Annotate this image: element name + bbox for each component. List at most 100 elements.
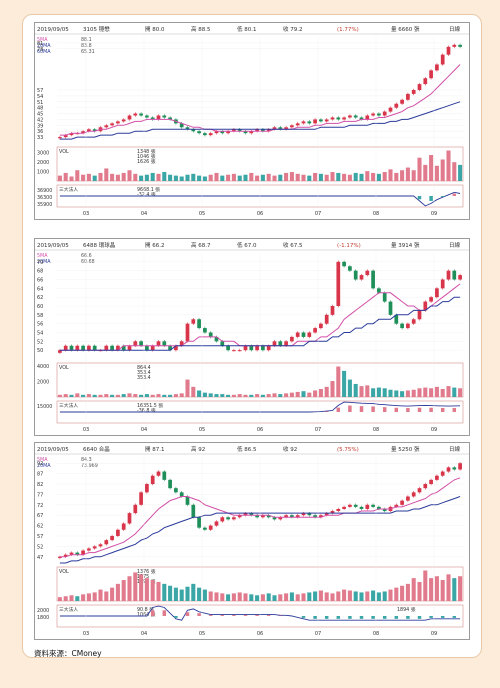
- ma-label: 20MA: [37, 463, 51, 469]
- volume-bar: [231, 593, 236, 601]
- volume-bar: [202, 589, 207, 601]
- inst-value: 1894 張: [397, 607, 416, 613]
- volume-bar: [57, 175, 62, 181]
- candle-body: [139, 341, 143, 346]
- volume-bar: [307, 392, 312, 397]
- volume-bar: [324, 174, 329, 181]
- volume-bar: [440, 159, 445, 181]
- header-close: 收 79.2: [283, 25, 303, 33]
- volume-bar: [429, 578, 434, 601]
- candle-body: [272, 517, 277, 520]
- price-tick-label: 70: [37, 260, 43, 266]
- candle-body: [359, 275, 364, 280]
- candle-body: [261, 515, 265, 518]
- inst-tick-label: 36900: [37, 188, 52, 194]
- ma-label: 60MA: [37, 49, 51, 55]
- volume-bar: [237, 175, 242, 181]
- candle-body: [63, 554, 68, 557]
- candle-body: [406, 323, 410, 329]
- candle-body: [429, 297, 433, 302]
- volume-bar: [98, 394, 103, 397]
- inst-bar: [255, 615, 259, 616]
- header-low: 低 67.0: [237, 241, 257, 249]
- volume-bar: [214, 172, 219, 181]
- header-volume: 量 3914 張: [391, 242, 420, 249]
- volume-bar: [150, 580, 155, 601]
- inst-bar: [359, 616, 364, 619]
- candle-body: [203, 328, 207, 333]
- header-change: (5.75%): [337, 447, 359, 453]
- header-period: 日線: [449, 445, 461, 453]
- volume-bar: [92, 394, 97, 397]
- volume-bar: [301, 593, 306, 601]
- candle-body: [139, 113, 143, 116]
- volume-bar: [417, 388, 422, 397]
- volume-bar: [330, 593, 335, 601]
- volume-bar: [260, 174, 265, 181]
- candle-body: [69, 133, 74, 136]
- volume-bar: [371, 388, 376, 397]
- price-tick-label: 78: [37, 47, 43, 53]
- candle-body: [377, 288, 381, 293]
- volume-bar: [249, 172, 254, 181]
- candle-body: [266, 129, 271, 132]
- volume-bar: [191, 386, 196, 397]
- inst-tick-label: 1800: [37, 615, 49, 621]
- volume-bar: [458, 388, 463, 397]
- volume-bars: [57, 570, 463, 601]
- header-volume: 量 5250 張: [391, 446, 420, 453]
- volume-bar: [336, 172, 341, 181]
- price-tick-label: 57: [37, 88, 43, 94]
- volume-bar: [365, 171, 370, 181]
- source-caption: 資料來源：CMoney: [34, 649, 102, 658]
- volume-tick-label: 2000: [37, 160, 49, 166]
- x-tick-label: 03: [83, 211, 89, 217]
- candle-body: [446, 270, 451, 280]
- volume-bar: [434, 386, 439, 397]
- candle-body: [417, 310, 422, 320]
- candle-body: [150, 345, 155, 351]
- x-tick-label: 05: [199, 631, 205, 637]
- volume-bar: [110, 173, 115, 181]
- inst-value: -36.8 張: [137, 408, 156, 414]
- candle-body: [69, 552, 74, 555]
- price-tick-label: 87: [37, 472, 43, 478]
- price-tick-label: 81: [37, 41, 43, 47]
- candle-body: [458, 275, 462, 280]
- inst-bar: [382, 407, 387, 412]
- x-tick-label: 07: [315, 427, 321, 433]
- volume-bar: [382, 388, 387, 397]
- ma-label: 5MA: [37, 457, 48, 463]
- chart-svg: 2019/09/05 6488 環球晶 開 66.2 高 68.7 低 67.0 收 67…: [35, 241, 469, 433]
- candle-body: [214, 336, 219, 342]
- inst-bar: [162, 610, 167, 616]
- x-tick-label: 09: [431, 211, 437, 217]
- inst-bars: [417, 193, 457, 201]
- volume-bar: [173, 394, 178, 397]
- x-axis: 03 04 05 06 07 08 09: [83, 253, 437, 433]
- volume-bar: [272, 393, 277, 397]
- volume-bar: [104, 591, 109, 601]
- inst-bar: [440, 196, 445, 197]
- x-tick-label: 09: [431, 631, 437, 637]
- candle-body: [127, 345, 132, 351]
- volume-bar: [278, 394, 283, 397]
- volume-bar: [417, 157, 422, 181]
- volume-bar: [318, 389, 323, 397]
- volume-bar: [266, 173, 271, 181]
- candle-body: [342, 117, 346, 120]
- volume-bar: [411, 170, 416, 181]
- volume-bar: [353, 383, 358, 397]
- header-period: 日線: [449, 241, 461, 249]
- volume-bar: [86, 173, 91, 181]
- inst-bar: [394, 616, 399, 619]
- volume-bar: [376, 387, 381, 397]
- candle-body: [208, 332, 213, 337]
- x-tick-label: 07: [315, 211, 321, 217]
- candle-body: [406, 93, 410, 100]
- volume-bar: [202, 392, 207, 397]
- candle-body: [353, 504, 358, 507]
- candle-body: [156, 341, 161, 346]
- candle-body: [423, 484, 428, 489]
- volume-bar: [226, 594, 231, 601]
